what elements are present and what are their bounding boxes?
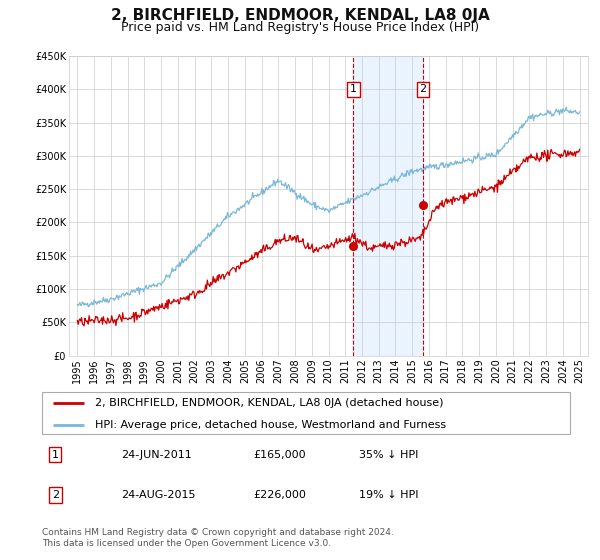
Text: This data is licensed under the Open Government Licence v3.0.: This data is licensed under the Open Gov… [42, 539, 331, 548]
Text: 24-JUN-2011: 24-JUN-2011 [121, 450, 192, 460]
Text: 2: 2 [52, 490, 59, 500]
Text: Price paid vs. HM Land Registry's House Price Index (HPI): Price paid vs. HM Land Registry's House … [121, 21, 479, 34]
Text: 2, BIRCHFIELD, ENDMOOR, KENDAL, LA8 0JA: 2, BIRCHFIELD, ENDMOOR, KENDAL, LA8 0JA [110, 8, 490, 24]
Text: 2: 2 [419, 85, 427, 94]
Text: HPI: Average price, detached house, Westmorland and Furness: HPI: Average price, detached house, West… [95, 420, 446, 430]
Text: £165,000: £165,000 [253, 450, 306, 460]
Text: 1: 1 [52, 450, 59, 460]
Text: £226,000: £226,000 [253, 490, 306, 500]
Text: Contains HM Land Registry data © Crown copyright and database right 2024.: Contains HM Land Registry data © Crown c… [42, 528, 394, 536]
Text: 1: 1 [350, 85, 357, 94]
Text: 35% ↓ HPI: 35% ↓ HPI [359, 450, 418, 460]
Text: 24-AUG-2015: 24-AUG-2015 [121, 490, 196, 500]
Text: 2, BIRCHFIELD, ENDMOOR, KENDAL, LA8 0JA (detached house): 2, BIRCHFIELD, ENDMOOR, KENDAL, LA8 0JA … [95, 398, 443, 408]
Text: 19% ↓ HPI: 19% ↓ HPI [359, 490, 418, 500]
Bar [353, 56, 423, 356]
